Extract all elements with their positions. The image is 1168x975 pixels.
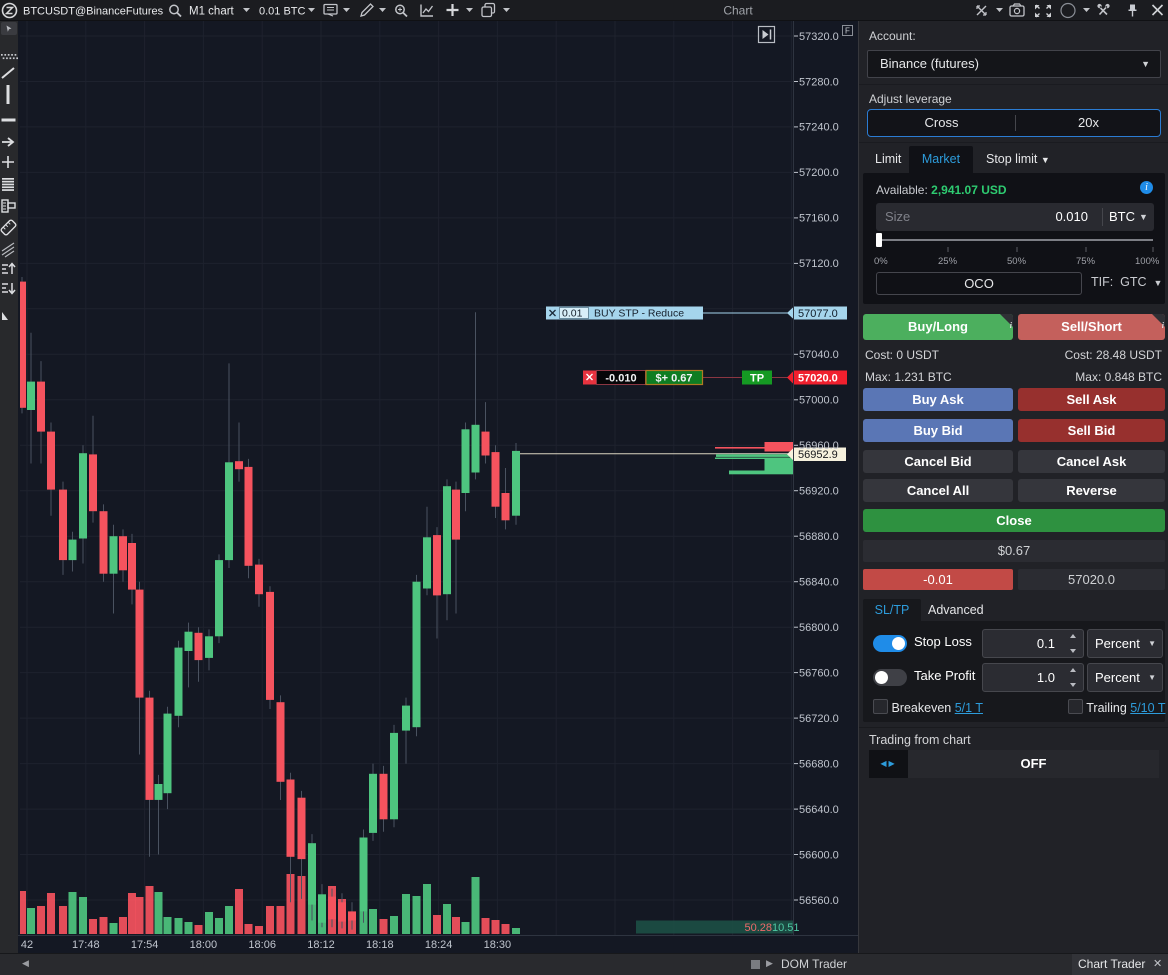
svg-text:57240.0: 57240.0 xyxy=(799,122,839,134)
svg-text:Chart: Chart xyxy=(723,4,753,18)
svg-text:56960.0: 56960.0 xyxy=(799,440,839,452)
svg-text:56840.0: 56840.0 xyxy=(799,577,839,589)
svg-text:TP: TP xyxy=(750,373,764,385)
svg-text:18:00: 18:00 xyxy=(190,939,218,951)
svg-text:57040.0: 57040.0 xyxy=(799,349,839,361)
svg-text:57320.0: 57320.0 xyxy=(799,31,839,43)
svg-text:$+ 0.67: $+ 0.67 xyxy=(655,373,692,385)
svg-text:57200.0: 57200.0 xyxy=(799,167,839,179)
svg-text:56952.9: 56952.9 xyxy=(798,449,838,461)
svg-text:0.01 BTC: 0.01 BTC xyxy=(259,6,306,18)
svg-text:56600.0: 56600.0 xyxy=(799,849,839,861)
svg-text:17:48: 17:48 xyxy=(72,939,100,951)
svg-text:BUY STP - Reduce: BUY STP - Reduce xyxy=(594,308,684,320)
svg-text:F: F xyxy=(845,27,850,36)
svg-text:56560.0: 56560.0 xyxy=(799,895,839,907)
svg-text:57160.0: 57160.0 xyxy=(799,213,839,225)
svg-text:18:12: 18:12 xyxy=(307,939,335,951)
svg-text:57000.0: 57000.0 xyxy=(799,395,839,407)
svg-text:18:24: 18:24 xyxy=(425,939,453,951)
svg-text:56720.0: 56720.0 xyxy=(799,713,839,725)
svg-text:0.01: 0.01 xyxy=(562,308,583,320)
svg-text:57280.0: 57280.0 xyxy=(799,76,839,88)
svg-text:M1 chart: M1 chart xyxy=(189,6,235,18)
svg-text:56800.0: 56800.0 xyxy=(799,622,839,634)
svg-text:50.28: 50.28 xyxy=(744,922,772,934)
svg-text:57077.0: 57077.0 xyxy=(798,308,838,320)
svg-text:18:18: 18:18 xyxy=(366,939,394,951)
svg-text:57020.0: 57020.0 xyxy=(798,373,838,385)
svg-text:18:06: 18:06 xyxy=(248,939,276,951)
svg-text:56760.0: 56760.0 xyxy=(799,667,839,679)
svg-text:42: 42 xyxy=(21,939,33,951)
svg-text:56680.0: 56680.0 xyxy=(799,758,839,770)
svg-text:BTCUSDT@BinanceFutures: BTCUSDT@BinanceFutures xyxy=(23,6,164,18)
svg-text:-0.010: -0.010 xyxy=(605,373,636,385)
svg-text:57120.0: 57120.0 xyxy=(799,258,839,270)
svg-text:10.51: 10.51 xyxy=(772,922,800,934)
svg-text:18:30: 18:30 xyxy=(484,939,512,951)
svg-text:17:54: 17:54 xyxy=(131,939,159,951)
svg-text:56920.0: 56920.0 xyxy=(799,486,839,498)
svg-text:56880.0: 56880.0 xyxy=(799,531,839,543)
svg-text:56640.0: 56640.0 xyxy=(799,804,839,816)
